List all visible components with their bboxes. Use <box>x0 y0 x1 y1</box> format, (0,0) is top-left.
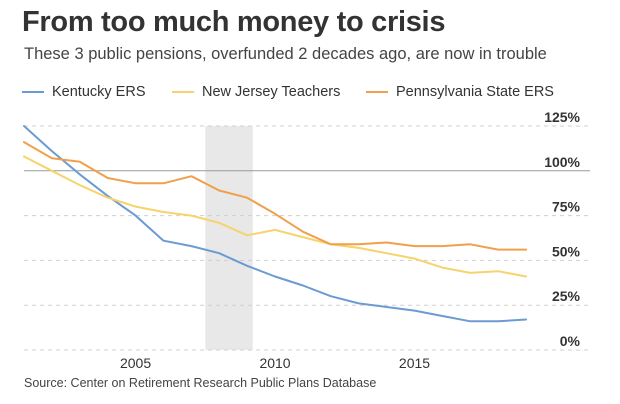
chart-subtitle: These 3 public pensions, overfunded 2 de… <box>24 45 547 63</box>
legend-item-new-jersey: New Jersey Teachers <box>172 84 340 100</box>
legend-swatch-pennsylvania <box>366 91 388 93</box>
legend-item-kentucky: Kentucky ERS <box>22 84 146 100</box>
legend-swatch-new-jersey <box>172 91 194 93</box>
y-tick-label: 75% <box>552 199 581 215</box>
y-tick-label: 100% <box>544 154 580 170</box>
legend-label-pennsylvania: Pennsylvania State ERS <box>396 84 554 100</box>
legend-label-new-jersey: New Jersey Teachers <box>202 84 341 100</box>
x-tick-label: 2005 <box>120 355 151 371</box>
chart-legend: Kentucky ERS New Jersey Teachers Pennsyl… <box>22 84 612 104</box>
x-tick-label: 2010 <box>259 355 290 371</box>
legend-swatch-kentucky <box>22 91 44 93</box>
series-line-new-jersey-teachers <box>23 155 528 278</box>
chart-source: Source: Center on Retirement Research Pu… <box>24 376 377 390</box>
y-tick-label: 25% <box>552 288 581 304</box>
y-tick-label: 50% <box>552 243 581 259</box>
y-tick-label: 0% <box>560 333 581 349</box>
x-tick-label: 2015 <box>399 355 430 371</box>
series-line-kentucky-ers <box>23 125 528 323</box>
chart-title: From too much money to crisis <box>22 6 446 38</box>
legend-label-kentucky: Kentucky ERS <box>52 84 146 100</box>
legend-item-pennsylvania: Pennsylvania State ERS <box>366 84 554 100</box>
y-tick-label: 125% <box>544 109 580 125</box>
series-line-pennsylvania-state-ers <box>23 141 528 251</box>
shaded-region <box>205 126 253 350</box>
